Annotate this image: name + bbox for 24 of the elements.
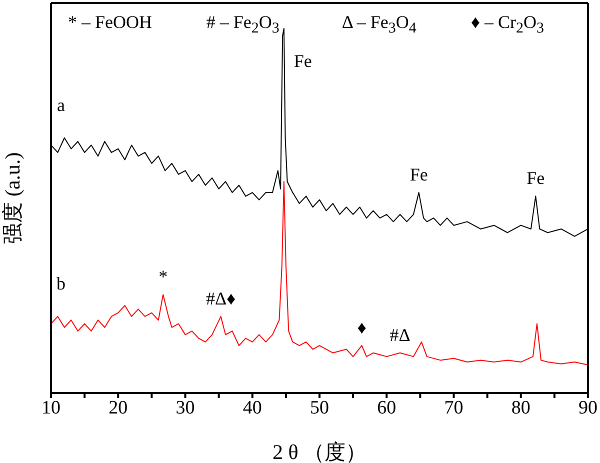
x-tick-label: 60 <box>377 397 396 418</box>
series-label: a <box>57 95 65 116</box>
annotation: Fe <box>294 50 312 71</box>
annotation: Fe <box>526 168 545 188</box>
x-tick-label: 40 <box>242 397 262 418</box>
x-tick-label: 90 <box>578 397 598 418</box>
x-axis-title: 2 θ （度） <box>272 440 367 463</box>
annotation: #Δ♦ <box>206 288 236 308</box>
annotation: ♦ – Cr$_{2}$O$_{3}$ <box>470 12 544 38</box>
annotation: Fe <box>410 164 428 185</box>
annotation: * – FeOOH <box>68 12 152 34</box>
x-tick-label: 20 <box>108 397 128 418</box>
x-tick-label: 30 <box>176 397 195 418</box>
annotation: Δ – Fe$_{3}$O$_{4}$ <box>342 12 416 38</box>
x-tick-label: 10 <box>42 397 60 418</box>
x-tick-label: 80 <box>511 397 530 418</box>
annotation: * <box>158 266 168 287</box>
annotation: #Δ <box>390 324 410 345</box>
x-tick-label: 50 <box>310 397 329 418</box>
annotation: ♦ <box>357 318 366 338</box>
y-axis-title: 强度 (a.u.) <box>0 152 24 244</box>
x-tick-label: 70 <box>444 397 464 418</box>
annotation: # – Fe$_{2}$O$_{3}$ <box>206 12 280 38</box>
series-label: b <box>56 274 66 294</box>
